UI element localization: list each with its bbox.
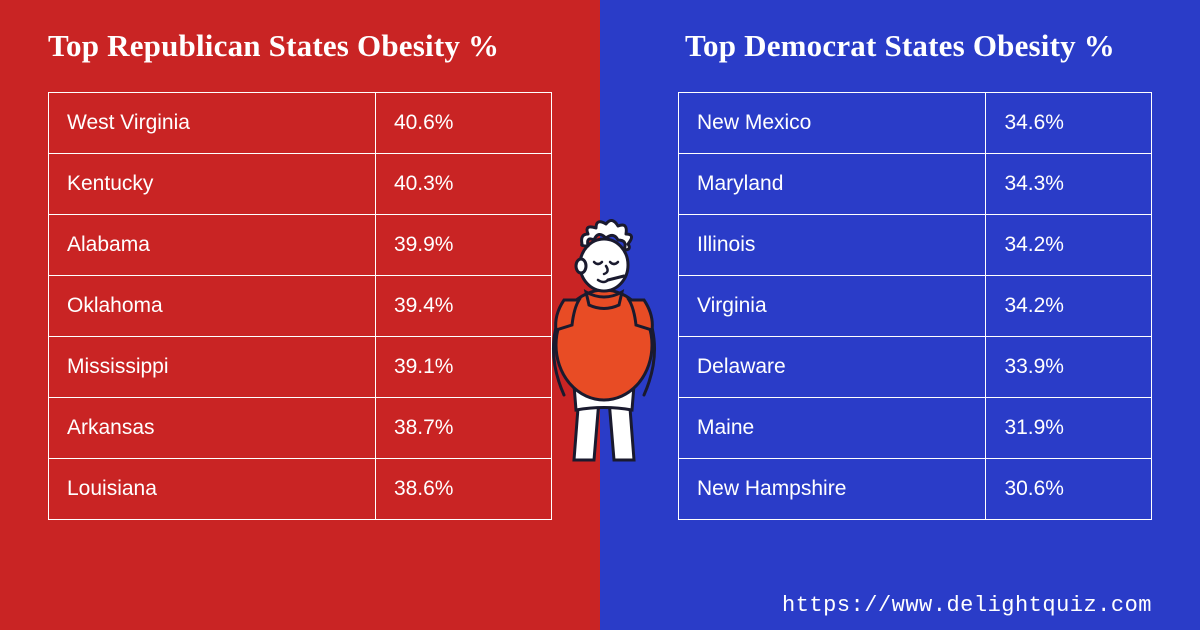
table-row: Delaware33.9% — [679, 337, 1152, 398]
state-cell: Louisiana — [49, 459, 376, 520]
percent-cell: 31.9% — [986, 398, 1152, 459]
percent-cell: 34.3% — [986, 154, 1152, 215]
source-url: https://www.delightquiz.com — [782, 593, 1152, 618]
table-row: Kentucky40.3% — [49, 154, 552, 215]
percent-cell: 30.6% — [986, 459, 1152, 520]
percent-cell: 34.2% — [986, 276, 1152, 337]
state-cell: Oklahoma — [49, 276, 376, 337]
percent-cell: 39.1% — [375, 337, 551, 398]
table-row: West Virginia40.6% — [49, 93, 552, 154]
table-row: Louisiana38.6% — [49, 459, 552, 520]
percent-cell: 38.7% — [375, 398, 551, 459]
percent-cell: 34.2% — [986, 215, 1152, 276]
percent-cell: 34.6% — [986, 93, 1152, 154]
table-row: Oklahoma39.4% — [49, 276, 552, 337]
democrat-panel: Top Democrat States Obesity % New Mexico… — [600, 0, 1200, 630]
democrat-title: Top Democrat States Obesity % — [648, 28, 1152, 64]
state-cell: Virginia — [679, 276, 986, 337]
table-row: Alabama39.9% — [49, 215, 552, 276]
percent-cell: 39.4% — [375, 276, 551, 337]
republican-title: Top Republican States Obesity % — [48, 28, 552, 64]
state-cell: Arkansas — [49, 398, 376, 459]
republican-panel: Top Republican States Obesity % West Vir… — [0, 0, 600, 630]
state-cell: Alabama — [49, 215, 376, 276]
state-cell: Mississippi — [49, 337, 376, 398]
table-row: Illinois34.2% — [679, 215, 1152, 276]
state-cell: Delaware — [679, 337, 986, 398]
table-row: New Hampshire30.6% — [679, 459, 1152, 520]
table-row: Maine31.9% — [679, 398, 1152, 459]
state-cell: Kentucky — [49, 154, 376, 215]
table-row: Mississippi39.1% — [49, 337, 552, 398]
state-cell: Maryland — [679, 154, 986, 215]
percent-cell: 40.6% — [375, 93, 551, 154]
state-cell: West Virginia — [49, 93, 376, 154]
table-row: Virginia34.2% — [679, 276, 1152, 337]
percent-cell: 33.9% — [986, 337, 1152, 398]
republican-table: West Virginia40.6%Kentucky40.3%Alabama39… — [48, 92, 552, 520]
state-cell: Illinois — [679, 215, 986, 276]
percent-cell: 40.3% — [375, 154, 551, 215]
state-cell: New Hampshire — [679, 459, 986, 520]
table-row: Arkansas38.7% — [49, 398, 552, 459]
percent-cell: 39.9% — [375, 215, 551, 276]
democrat-table: New Mexico34.6%Maryland34.3%Illinois34.2… — [678, 92, 1152, 520]
table-row: Maryland34.3% — [679, 154, 1152, 215]
state-cell: New Mexico — [679, 93, 986, 154]
percent-cell: 38.6% — [375, 459, 551, 520]
table-row: New Mexico34.6% — [679, 93, 1152, 154]
state-cell: Maine — [679, 398, 986, 459]
